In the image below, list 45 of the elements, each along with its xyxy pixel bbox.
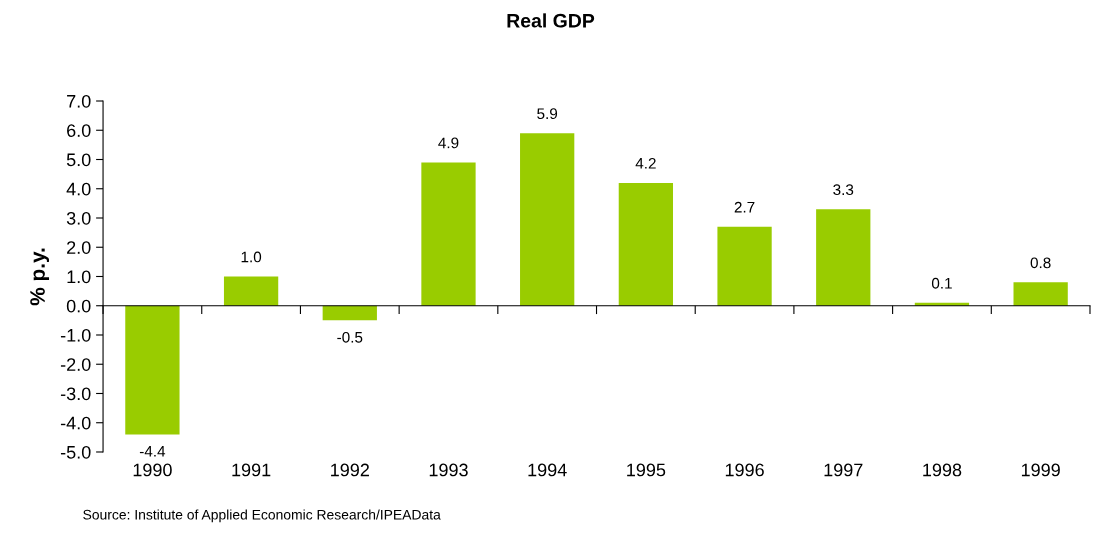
y-tick-label: -4.0 bbox=[60, 416, 91, 430]
y-tick-label: 0.0 bbox=[66, 299, 91, 313]
x-tick-label: 1991 bbox=[232, 463, 271, 477]
x-tick-label: 1994 bbox=[528, 463, 567, 477]
bar bbox=[322, 305, 377, 321]
bar bbox=[618, 182, 674, 306]
x-tick-label: 1993 bbox=[429, 463, 468, 477]
data-label: 0.8 bbox=[1030, 257, 1051, 269]
y-tick-label: 7.0 bbox=[67, 94, 91, 108]
y-axis-title: % p.y. bbox=[30, 248, 50, 306]
y-tick-label: 4.0 bbox=[66, 182, 91, 196]
data-label: 0.1 bbox=[931, 277, 952, 289]
y-tick-label: 2.0 bbox=[67, 241, 91, 254]
bar bbox=[421, 162, 476, 306]
y-tick-label: 6.0 bbox=[67, 124, 91, 137]
y-tick-label: -1.0 bbox=[60, 328, 91, 342]
y-tick-label: -3.0 bbox=[60, 387, 91, 401]
bar bbox=[520, 133, 575, 306]
bar bbox=[816, 209, 871, 306]
x-tick-label: 1999 bbox=[1021, 463, 1060, 477]
bar bbox=[125, 305, 180, 435]
x-tick-label: 1998 bbox=[923, 463, 962, 477]
data-label: 3.3 bbox=[833, 184, 854, 196]
data-label: -4.4 bbox=[139, 446, 166, 457]
data-label: 1.0 bbox=[241, 251, 262, 263]
bar bbox=[223, 276, 279, 306]
data-label: 4.2 bbox=[635, 157, 656, 169]
x-tick-label: 1997 bbox=[824, 463, 863, 477]
data-label: -0.5 bbox=[337, 331, 363, 343]
y-tick-label: 5.0 bbox=[66, 153, 91, 167]
y-tick-label: 3.0 bbox=[66, 211, 91, 225]
bar bbox=[1013, 282, 1068, 306]
y-tick-label: -5.0 bbox=[60, 445, 91, 459]
y-tick-label: -2.0 bbox=[60, 358, 91, 371]
y-tick-label: 1.0 bbox=[67, 270, 91, 284]
x-tick-label: 1990 bbox=[133, 463, 172, 477]
source-note: Source: Institute of Applied Economic Research/IPEAData bbox=[83, 509, 441, 523]
bar bbox=[717, 226, 772, 306]
x-tick-label: 1992 bbox=[331, 463, 369, 477]
x-tick-label: 1995 bbox=[627, 463, 666, 477]
data-label: 4.9 bbox=[438, 137, 459, 149]
chart-title: Real GDP bbox=[507, 13, 595, 28]
x-tick-label: 1996 bbox=[725, 463, 764, 477]
data-label: 5.9 bbox=[537, 108, 558, 120]
data-label: 2.7 bbox=[734, 201, 755, 213]
